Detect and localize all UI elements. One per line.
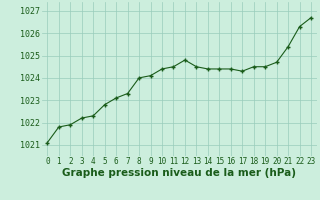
X-axis label: Graphe pression niveau de la mer (hPa): Graphe pression niveau de la mer (hPa): [62, 168, 296, 178]
